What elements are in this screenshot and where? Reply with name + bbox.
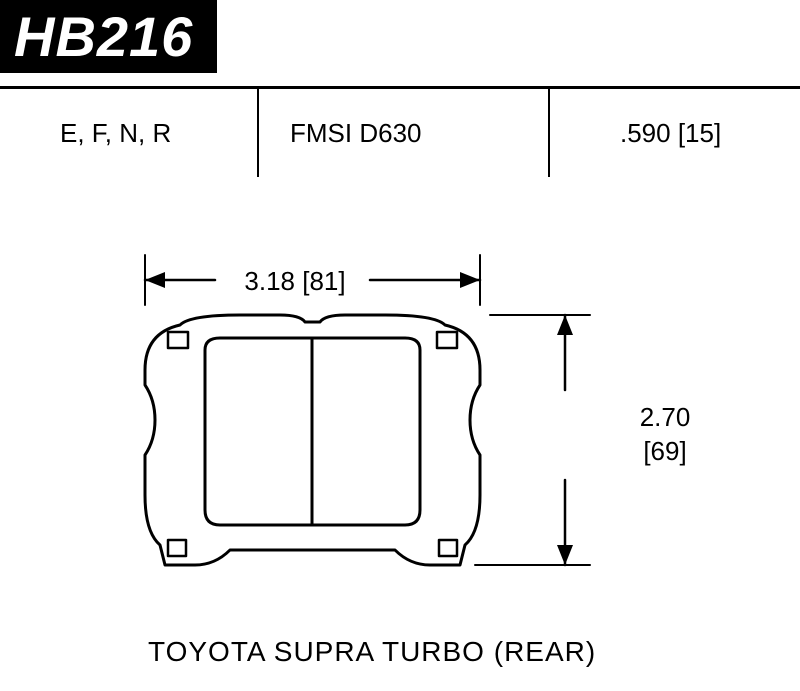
brake-pad-diagram [60, 250, 720, 630]
height-dimension-arrow [475, 315, 590, 565]
spec-separator-1 [257, 89, 259, 177]
spec-separator-2 [548, 89, 550, 177]
top-rule [0, 86, 800, 89]
fmsi-text: FMSI D630 [290, 118, 422, 149]
header-box: HB216 [0, 0, 217, 73]
width-dimension-arrow [145, 255, 480, 305]
compounds-text: E, F, N, R [60, 118, 171, 149]
footer-label: TOYOTA SUPRA TURBO (REAR) [148, 636, 596, 668]
thickness-text: .590 [15] [620, 118, 721, 149]
part-number: HB216 [14, 5, 193, 68]
